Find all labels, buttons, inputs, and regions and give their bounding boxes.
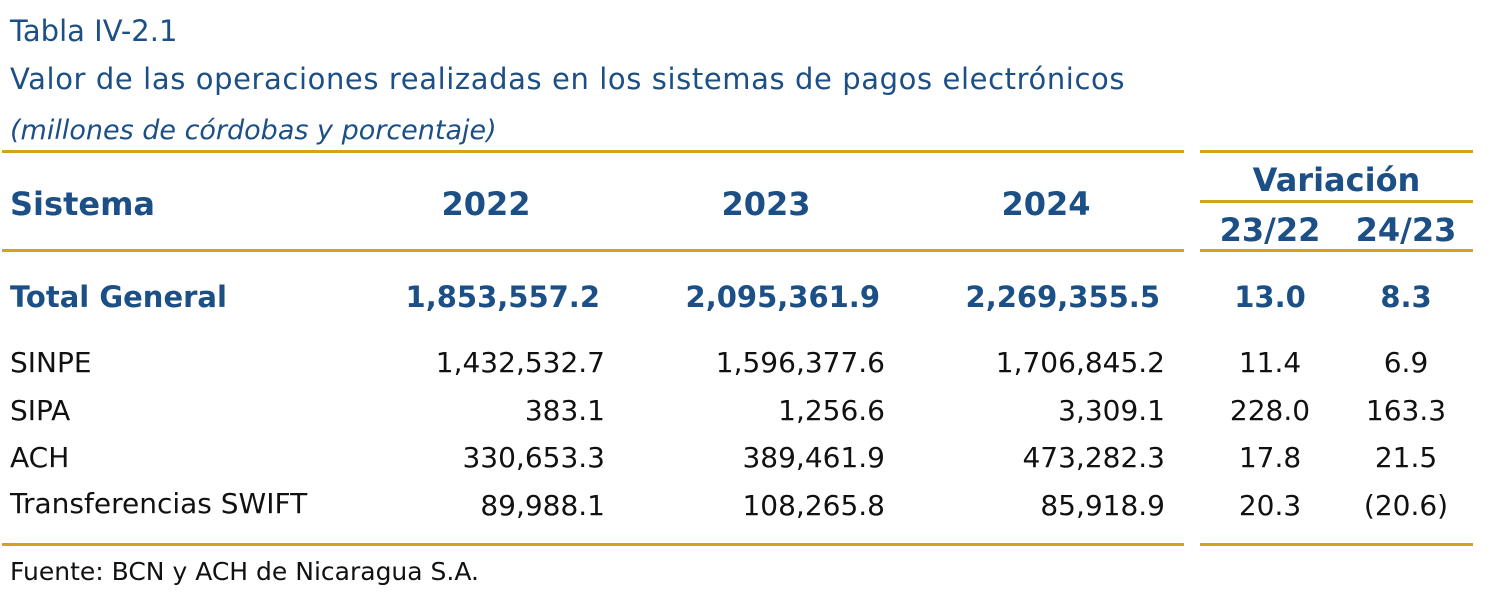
- source-note: Fuente: BCN y ACH de Nicaragua S.A.: [10, 557, 479, 586]
- bottom-rule-variation: [1200, 543, 1473, 546]
- header-bottom-rule-variation: [1200, 249, 1473, 252]
- cell-2024: 2,269,355.5: [965, 280, 1160, 314]
- cell-var-24-23: 8.3: [1380, 280, 1432, 314]
- table-subtitle: (millones de córdobas y porcentaje): [10, 115, 497, 146]
- row-name: Total General: [10, 280, 227, 314]
- header-var-23-22: 23/22: [1219, 211, 1321, 249]
- cell-var-24-23: 21.5: [1374, 441, 1438, 474]
- cell-var-23-22: 228.0: [1229, 394, 1311, 427]
- row-name: Transferencias SWIFT: [10, 487, 308, 520]
- cell-2024: 3,309.1: [1058, 394, 1165, 427]
- cell-var-24-23: 6.9: [1383, 346, 1429, 379]
- cell-2024: 473,282.3: [1022, 441, 1165, 474]
- top-rule-main: [2, 150, 1184, 153]
- cell-2022: 89,988.1: [480, 489, 605, 522]
- cell-2022: 383.1: [524, 394, 605, 427]
- cell-2022: 1,432,532.7: [435, 346, 605, 379]
- bottom-rule-main: [2, 543, 1184, 546]
- cell-2023: 1,596,377.6: [715, 346, 885, 379]
- cell-2024: 1,706,845.2: [995, 346, 1165, 379]
- header-bottom-rule-main: [2, 249, 1184, 252]
- top-rule-variation: [1200, 150, 1473, 153]
- cell-var-23-22: 11.4: [1238, 346, 1302, 379]
- table-title: Valor de las operaciones realizadas en l…: [10, 62, 1126, 96]
- row-name: SIPA: [10, 394, 71, 427]
- header-variacion: Variación: [1252, 161, 1421, 199]
- header-year-2024: 2024: [1001, 185, 1091, 223]
- header-year-2023: 2023: [721, 185, 811, 223]
- header-var-24-23: 24/23: [1355, 211, 1457, 249]
- cell-var-23-22: 20.3: [1238, 489, 1302, 522]
- cell-2024: 85,918.9: [1040, 489, 1165, 522]
- cell-var-23-22: 17.8: [1238, 441, 1302, 474]
- cell-var-24-23: 163.3: [1365, 394, 1447, 427]
- header-sistema: Sistema: [10, 185, 155, 223]
- table-label: Tabla IV-2.1: [10, 14, 178, 48]
- header-year-2022: 2022: [441, 185, 531, 223]
- cell-2023: 389,461.9: [742, 441, 885, 474]
- cell-2022: 330,653.3: [462, 441, 605, 474]
- cell-2023: 108,265.8: [742, 489, 885, 522]
- cell-var-23-22: 13.0: [1234, 280, 1306, 314]
- cell-var-24-23: (20.6): [1363, 489, 1449, 522]
- cell-2023: 2,095,361.9: [685, 280, 880, 314]
- row-name: SINPE: [10, 346, 92, 379]
- cell-2022: 1,853,557.2: [405, 280, 600, 314]
- variation-sub-rule: [1200, 200, 1473, 203]
- cell-2023: 1,256.6: [778, 394, 885, 427]
- row-name: ACH: [10, 441, 70, 474]
